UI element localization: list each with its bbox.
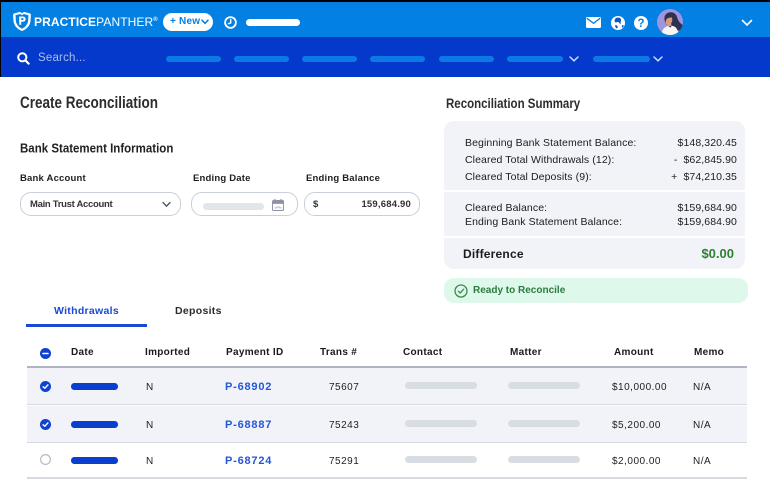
svg-text:?: ? xyxy=(637,18,644,30)
